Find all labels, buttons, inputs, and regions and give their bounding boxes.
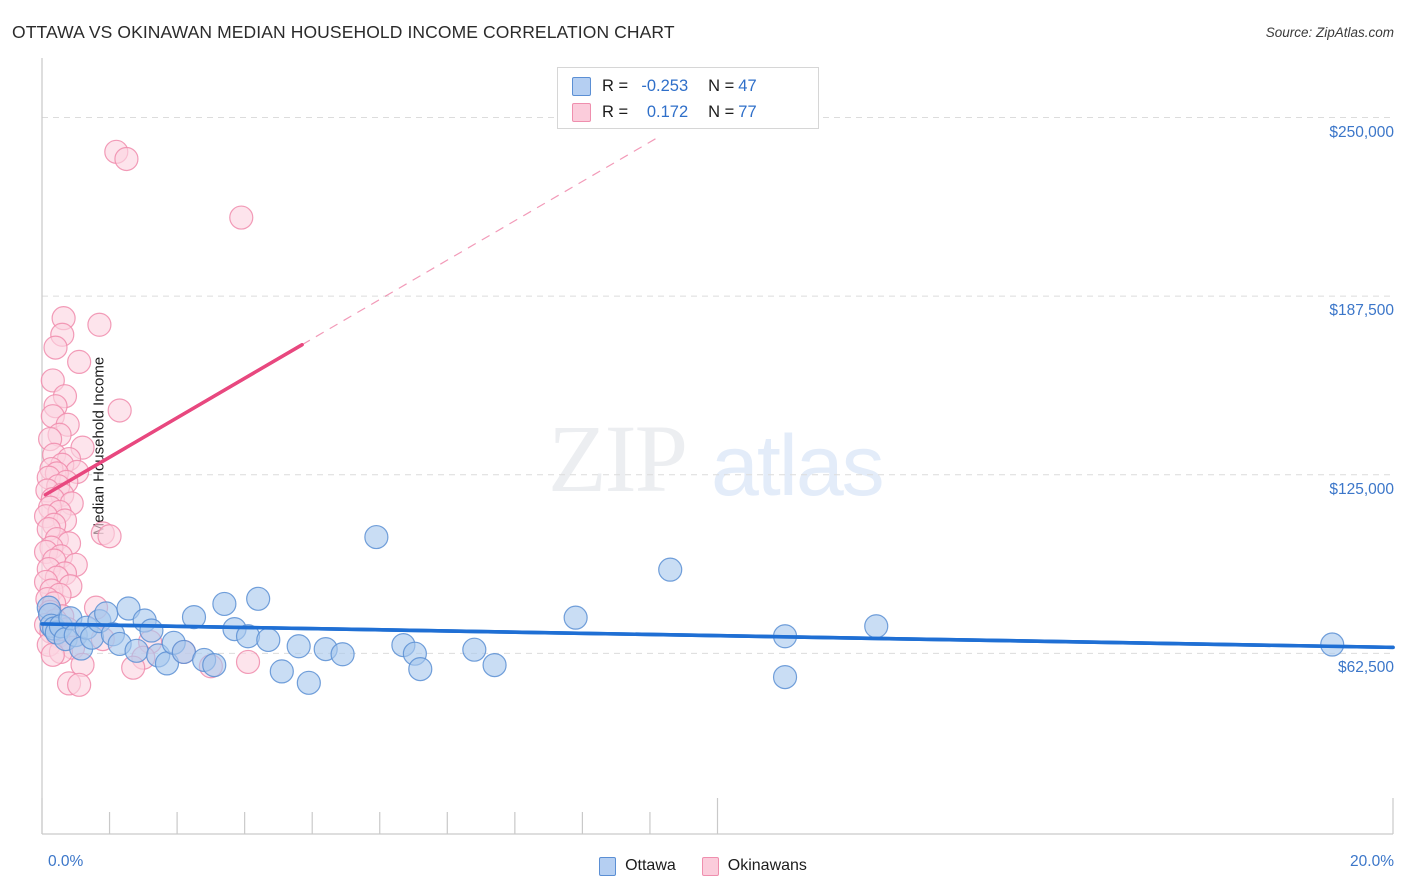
stats-row-okinawans: R = 0.172 N = 77	[572, 99, 766, 125]
data-point[interactable]	[181, 604, 207, 630]
okinawans-r-label: R =	[602, 102, 629, 121]
y-axis-tick-label: $62,500	[1337, 659, 1394, 677]
data-point[interactable]	[296, 670, 321, 695]
data-point[interactable]	[43, 335, 68, 360]
legend-label-okinawans: Okinawans	[727, 857, 807, 874]
legend-item-ottawa[interactable]: Ottawa	[599, 856, 676, 876]
data-point[interactable]	[139, 618, 164, 643]
data-point[interactable]	[202, 653, 227, 678]
legend-label-ottawa: Ottawa	[625, 857, 676, 874]
data-point[interactable]	[256, 627, 281, 653]
y-axis-tick-label: $125,000	[1329, 480, 1394, 498]
ottawa-color-swatch-icon	[572, 76, 591, 96]
x-axis-tick-label: 0.0%	[48, 853, 84, 870]
okinawans-r-value: 0.172	[646, 102, 689, 121]
trendline-okinawans-extension	[301, 135, 661, 346]
stats-row-ottawa: R = -0.253 N = 47	[572, 73, 766, 99]
data-point[interactable]	[67, 672, 92, 697]
data-point[interactable]	[563, 605, 588, 630]
data-point[interactable]	[235, 649, 261, 675]
scatter-plot-svg	[33, 58, 1395, 835]
ottawa-n-label: N =	[708, 76, 735, 95]
data-point[interactable]	[87, 312, 112, 337]
data-point[interactable]	[364, 524, 389, 550]
series-ottawa	[36, 524, 1345, 695]
ottawa-r-value: -0.253	[641, 76, 689, 95]
legend-swatch-ottawa-icon	[599, 856, 617, 876]
plot-area	[33, 58, 1395, 835]
data-point[interactable]	[330, 642, 355, 667]
y-axis-tick-label: $187,500	[1329, 302, 1394, 320]
x-axis-tick-label: 20.0%	[1350, 853, 1394, 870]
trendline-okinawans-top	[43, 343, 304, 497]
page-title: OTTAWA VS OKINAWAN MEDIAN HOUSEHOLD INCO…	[12, 22, 675, 42]
data-point[interactable]	[116, 596, 141, 621]
data-point[interactable]	[462, 637, 487, 662]
legend-swatch-okinawans-icon	[701, 856, 719, 876]
data-point[interactable]	[94, 601, 119, 626]
data-point[interactable]	[124, 638, 149, 663]
legend-item-okinawans[interactable]: Okinawans	[701, 856, 807, 876]
data-point[interactable]	[408, 657, 433, 682]
data-point[interactable]	[67, 349, 92, 374]
data-point[interactable]	[482, 653, 507, 678]
data-point[interactable]	[229, 205, 254, 230]
correlation-stats-box: R = -0.253 N = 47 R = 0.172 N = 77	[557, 67, 819, 129]
data-point[interactable]	[658, 557, 683, 582]
data-point[interactable]	[171, 639, 196, 665]
data-point[interactable]	[212, 591, 237, 617]
data-point[interactable]	[269, 659, 294, 684]
y-axis-tick-label: $250,000	[1329, 123, 1394, 141]
data-point[interactable]	[114, 146, 139, 172]
okinawans-n-label: N =	[708, 102, 735, 121]
data-point[interactable]	[97, 524, 122, 549]
ottawa-n-value: 47	[738, 76, 757, 95]
data-point[interactable]	[772, 665, 798, 690]
chart-legend: Ottawa Okinawans	[0, 852, 1406, 880]
data-point[interactable]	[864, 614, 889, 639]
source-attribution: Source: ZipAtlas.com	[1265, 25, 1394, 40]
okinawans-n-value: 77	[738, 102, 757, 121]
data-point[interactable]	[286, 634, 311, 659]
okinawans-color-swatch-icon	[572, 102, 591, 122]
trendline-ottawa-top	[40, 622, 1395, 650]
ottawa-r-label: R =	[602, 76, 629, 95]
data-point[interactable]	[107, 398, 132, 423]
data-point[interactable]	[246, 586, 271, 611]
